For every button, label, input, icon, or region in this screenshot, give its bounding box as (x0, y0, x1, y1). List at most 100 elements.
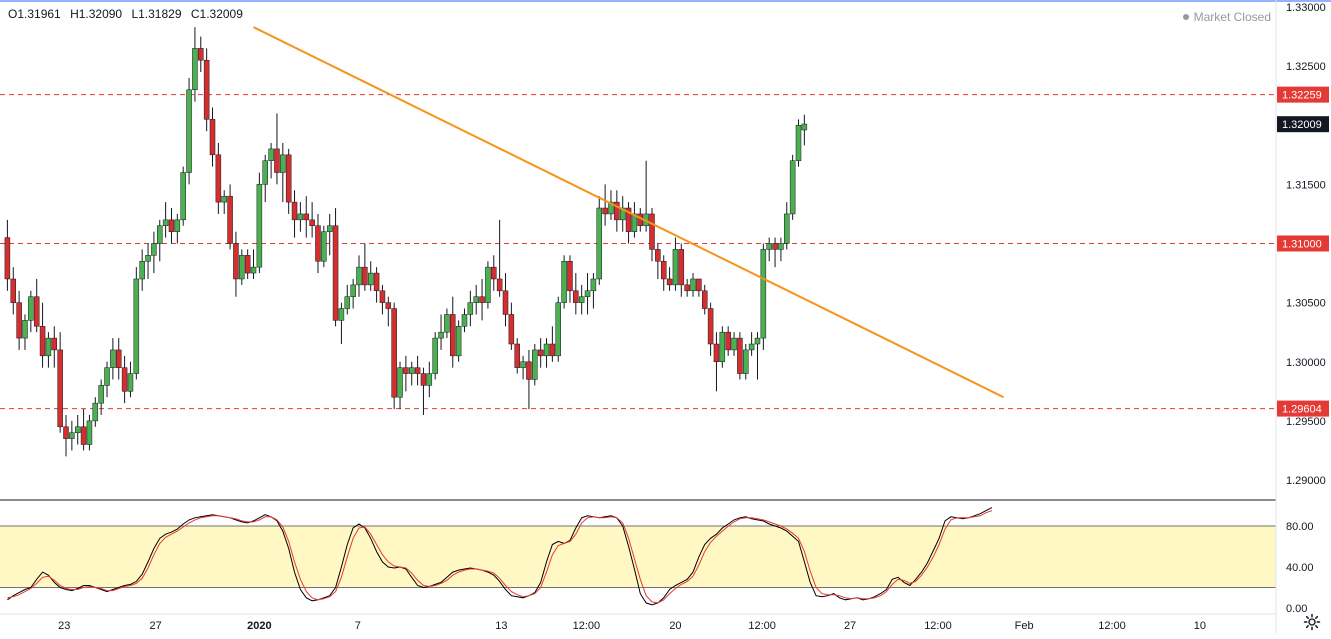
candle-body (215, 154, 222, 203)
candle-body (537, 349, 544, 357)
candle-body (33, 296, 40, 327)
candle-body (766, 243, 772, 250)
market-status-text: Market Closed (1193, 10, 1271, 24)
candle-body (22, 320, 28, 339)
candle-body (110, 349, 116, 368)
candle-body (625, 207, 632, 232)
price-tick-label: 1.30500 (1286, 298, 1326, 310)
candle-body (209, 119, 216, 156)
candle-body (760, 249, 767, 339)
candle-body (438, 331, 444, 339)
candle-body (590, 278, 597, 292)
candle-body (332, 225, 339, 321)
candle-body (561, 260, 567, 303)
candle-body (578, 296, 585, 303)
candle-body (239, 255, 245, 280)
time-axis-label: 27 (150, 620, 162, 632)
candle-body (784, 213, 790, 244)
candle-body (602, 207, 608, 215)
candle-body (666, 278, 673, 286)
candle-body (10, 278, 17, 303)
candle-body (778, 243, 784, 250)
candle-body (520, 361, 526, 368)
candle-body (426, 373, 433, 386)
candle-body (69, 432, 75, 439)
price-tick-label: 1.29000 (1286, 475, 1326, 487)
candle-body (743, 349, 749, 374)
trendline (253, 26, 1005, 399)
candle-body (367, 272, 374, 286)
price-tick-label: 1.29500 (1286, 416, 1326, 428)
stoch-d-line (7, 510, 993, 604)
candle-body (795, 125, 802, 161)
stoch-band (0, 526, 1276, 588)
candle-body (227, 195, 233, 244)
candle-body (256, 184, 263, 268)
time-axis-label: 20 (669, 620, 681, 632)
candle-body (737, 337, 743, 374)
candle-body (555, 302, 561, 357)
time-axis-label: 27 (844, 620, 856, 632)
candle-body (262, 160, 268, 185)
candle-body (801, 123, 808, 131)
candle-body (543, 343, 550, 357)
candle-body (596, 207, 603, 280)
candle-body (684, 284, 690, 292)
candle-body (115, 349, 122, 368)
candle-body (315, 225, 321, 262)
candle-body (701, 290, 708, 309)
ohlc-high: H1.32090 (70, 7, 123, 21)
market-status: Market Closed (1182, 10, 1271, 24)
candle-body (51, 337, 58, 351)
candle-body (479, 296, 485, 303)
candle-body (707, 308, 714, 345)
candle-body (584, 290, 591, 297)
candle-body (725, 331, 731, 351)
candle-body (338, 308, 345, 321)
candle-body (672, 249, 679, 286)
stoch-tick-label: 80.00 (1286, 521, 1314, 533)
price-tag (1277, 86, 1329, 103)
candle-body (660, 260, 667, 280)
candle-body (754, 337, 761, 345)
candle-body (789, 160, 796, 215)
candle-body (63, 426, 69, 439)
price-tick-label: 1.31500 (1286, 179, 1326, 191)
candle-body (719, 331, 726, 362)
candle-body (473, 296, 479, 303)
candle-body (203, 59, 210, 120)
candle-body (455, 326, 462, 357)
candle-body (57, 349, 63, 428)
candle-body (549, 343, 556, 357)
time-axis-label: 13 (495, 620, 507, 632)
candle-body (174, 219, 181, 232)
ohlc-legend: O1.31961 H1.32090 L1.31829 C1.32009 (8, 7, 249, 21)
time-axis-label: Feb (1015, 620, 1034, 632)
candle-body (104, 367, 110, 386)
candle-body (731, 337, 737, 351)
candle-body (496, 278, 503, 292)
candle-body (297, 213, 304, 221)
candle-body (362, 266, 368, 286)
candle-body (631, 213, 638, 232)
time-axis-label: 2020 (247, 620, 271, 632)
candle-body (614, 201, 620, 221)
candle-body (508, 314, 515, 345)
candle-body (45, 337, 52, 357)
candle-body (432, 337, 438, 374)
candle-body (127, 373, 134, 392)
candle-body (268, 148, 274, 161)
candle-body (139, 260, 145, 280)
candle-body (385, 302, 392, 309)
candle-body (98, 385, 104, 404)
settings-gear-icon[interactable] (1303, 613, 1321, 631)
candle-body (526, 361, 532, 380)
price-tag-label: 1.32009 (1282, 119, 1322, 131)
candle-body (221, 195, 227, 203)
candle-body (619, 207, 626, 221)
price-tag (1277, 400, 1329, 417)
candle-body (326, 225, 333, 232)
candle-body (373, 272, 380, 292)
